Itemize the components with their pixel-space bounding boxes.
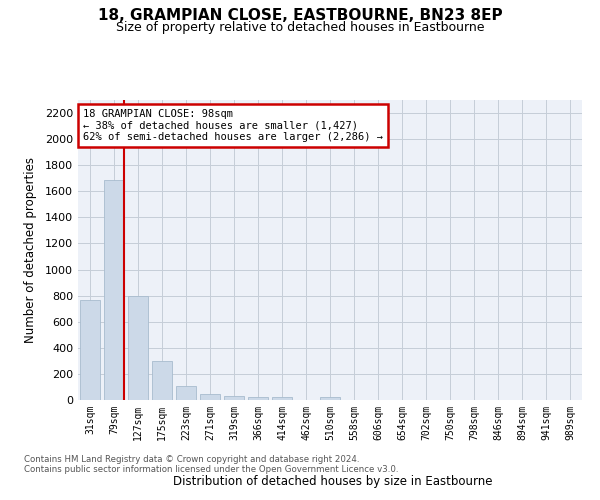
Bar (80, 300, 100, 400)
Text: 18 GRAMPIAN CLOSE: 98sqm
← 38% of detached houses are smaller (1,427)
62% of sem: 18 GRAMPIAN CLOSE: 98sqm ← 38% of detach… (83, 109, 383, 142)
Bar (104, 180, 124, 400)
Bar (152, 361, 172, 400)
Bar (224, 396, 244, 400)
Bar (128, 296, 148, 400)
Y-axis label: Number of detached properties: Number of detached properties (23, 157, 37, 343)
Bar (272, 397, 292, 400)
Text: Contains HM Land Registry data © Crown copyright and database right 2024.: Contains HM Land Registry data © Crown c… (24, 455, 359, 464)
Text: Distribution of detached houses by size in Eastbourne: Distribution of detached houses by size … (173, 474, 493, 488)
Bar (176, 386, 196, 400)
Text: 18, GRAMPIAN CLOSE, EASTBOURNE, BN23 8EP: 18, GRAMPIAN CLOSE, EASTBOURNE, BN23 8EP (98, 8, 502, 22)
Bar (248, 396, 268, 400)
Bar (200, 394, 220, 400)
Text: Contains public sector information licensed under the Open Government Licence v3: Contains public sector information licen… (24, 465, 398, 474)
Bar (320, 397, 340, 400)
Text: Size of property relative to detached houses in Eastbourne: Size of property relative to detached ho… (116, 21, 484, 34)
